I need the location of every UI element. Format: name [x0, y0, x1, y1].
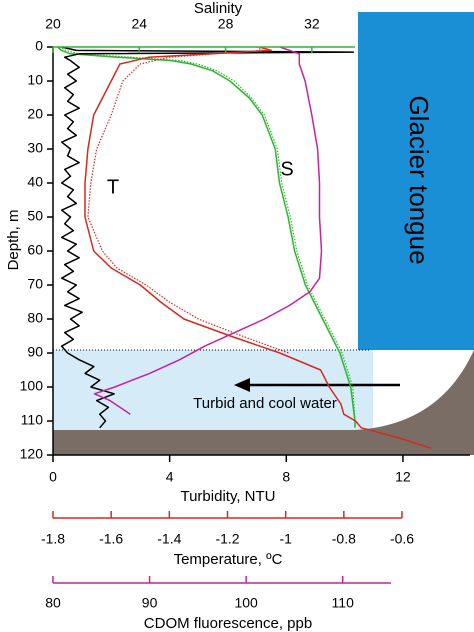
x-tick-label: -1	[279, 531, 292, 547]
x-tick-label: -1.8	[41, 531, 65, 547]
x-tick-label: 24	[131, 16, 147, 32]
annotation: T	[107, 176, 119, 198]
glacier	[358, 12, 474, 350]
x-axis-label: Turbidity, NTU	[180, 488, 275, 505]
series-line	[84, 46, 432, 449]
series-line	[87, 46, 289, 354]
y-tick-label: 110	[21, 412, 44, 428]
y-tick-label: 20	[27, 106, 43, 122]
x-tick-label: 0	[49, 469, 57, 485]
y-tick-label: 40	[27, 174, 43, 190]
x-tick-label: -1.2	[215, 531, 239, 547]
x-tick-label: -0.8	[332, 531, 356, 547]
y-tick-label: 120	[20, 446, 44, 462]
y-tick-label: 80	[27, 310, 43, 326]
x-tick-label: 100	[234, 595, 258, 611]
x-tick-label: 80	[45, 595, 61, 611]
x-tick-label: 90	[142, 595, 158, 611]
x-axis-label: Temperature, ºC	[174, 551, 283, 568]
series-line	[93, 46, 323, 415]
y-tick-label: 100	[20, 378, 44, 394]
annotation: Glacier tongue	[404, 95, 434, 264]
y-tick-label: 60	[27, 242, 43, 258]
annotation: S	[280, 158, 293, 180]
x-tick-label: 8	[282, 469, 290, 485]
y-tick-label: 90	[27, 344, 43, 360]
x-tick-label: -1.4	[157, 531, 181, 547]
curves	[56, 46, 432, 449]
x-axis-label: Salinity	[194, 0, 243, 17]
arrow-head	[234, 378, 250, 392]
x-tick-label: 4	[166, 469, 174, 485]
y-tick-label: 30	[27, 140, 43, 156]
y-tick-label: 70	[27, 276, 43, 292]
x-tick-label: -1.6	[99, 531, 123, 547]
y-tick-label: 0	[35, 38, 43, 54]
x-tick-label: 32	[304, 16, 320, 32]
x-tick-label: 12	[395, 469, 411, 485]
bedrock	[53, 350, 474, 455]
y-tick-label: 10	[27, 72, 43, 88]
y-axis-label: Depth, m	[5, 210, 22, 271]
y-tick-label: 50	[27, 208, 43, 224]
x-tick-label: 28	[218, 16, 234, 32]
series-line	[56, 46, 356, 428]
x-tick-label: 110	[332, 595, 355, 611]
series-line	[60, 46, 355, 429]
annotation: Turbid and cool water	[193, 395, 337, 412]
series-line	[59, 46, 356, 428]
x-tick-label: 20	[45, 16, 61, 32]
x-axis-label: CDOM fluorescence, ppb	[144, 615, 312, 632]
x-tick-label: -0.6	[390, 531, 414, 547]
